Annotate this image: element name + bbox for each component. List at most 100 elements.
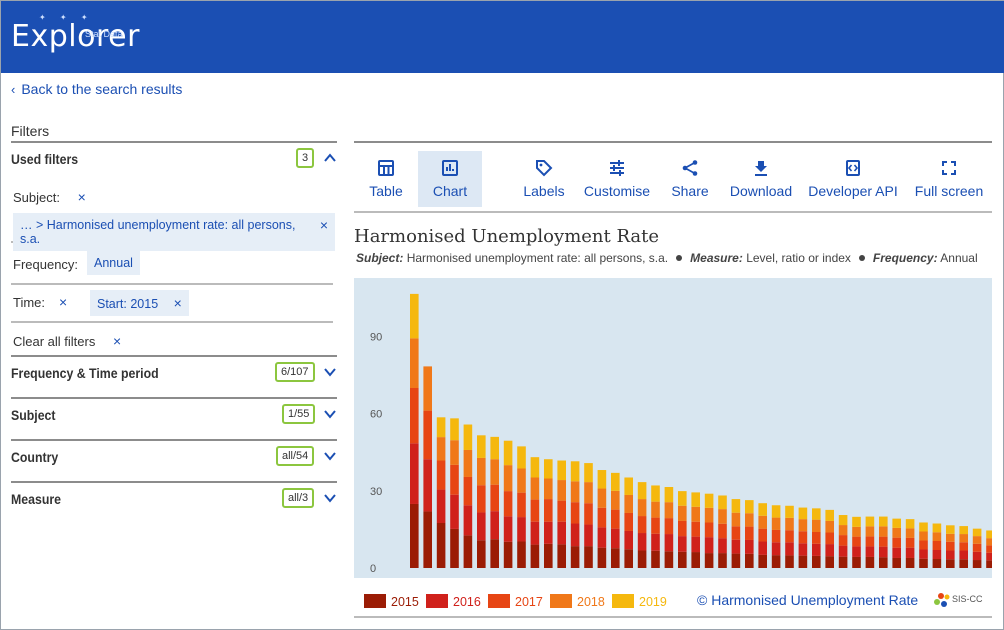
legend-item-2019[interactable]: 2019	[612, 594, 667, 609]
bar-segment-2015[interactable]	[704, 553, 714, 568]
customise-button[interactable]: Customise	[582, 151, 652, 207]
back-to-results-link[interactable]: ‹ Back to the search results	[11, 81, 182, 97]
bar-segment-2019[interactable]	[838, 515, 848, 526]
bar-segment-2016[interactable]	[771, 542, 781, 556]
bar-segment-2015[interactable]	[718, 553, 727, 568]
bar-segment-2019[interactable]	[557, 460, 566, 481]
subject-section[interactable]: Subject 1/55	[11, 397, 337, 439]
bar-segment-2017[interactable]	[557, 500, 566, 522]
bar-segment-2019[interactable]	[584, 463, 593, 483]
bar-segment-2019[interactable]	[651, 485, 660, 502]
bar-segment-2018[interactable]	[490, 459, 499, 485]
bar-segment-2016[interactable]	[651, 533, 660, 551]
bar-segment-2015[interactable]	[892, 557, 901, 568]
bar-segment-2016[interactable]	[838, 545, 848, 557]
chevron-down-icon[interactable]	[323, 491, 337, 505]
bar-segment-2015[interactable]	[771, 555, 781, 568]
bar-segment-2018[interactable]	[972, 536, 982, 544]
bar-segment-2018[interactable]	[557, 480, 566, 501]
bar-segment-2019[interactable]	[905, 519, 915, 529]
bar-segment-2016[interactable]	[731, 539, 741, 554]
bar-segment-2018[interactable]	[731, 512, 741, 527]
bar-segment-2015[interactable]	[503, 541, 513, 568]
bar-segment-2015[interactable]	[410, 503, 419, 568]
bar-segment-2016[interactable]	[758, 541, 767, 555]
chart-button[interactable]: Chart	[418, 151, 482, 207]
bar-segment-2016[interactable]	[624, 530, 633, 550]
labels-button[interactable]: Labels	[518, 151, 570, 207]
bar-segment-2018[interactable]	[463, 449, 473, 477]
chevron-up-icon[interactable]	[323, 151, 337, 165]
bar-segment-2016[interactable]	[959, 550, 968, 560]
bar-segment-2017[interactable]	[450, 464, 459, 495]
bar-segment-2018[interactable]	[691, 506, 700, 522]
bar-segment-2017[interactable]	[584, 503, 593, 525]
measure-section[interactable]: Measure all/3	[11, 481, 337, 523]
bar-segment-2019[interactable]	[463, 424, 473, 450]
bar-segment-2019[interactable]	[718, 495, 727, 510]
bar-segment-2015[interactable]	[932, 559, 942, 568]
bar-segment-2019[interactable]	[771, 505, 781, 518]
bar-segment-2017[interactable]	[758, 528, 767, 542]
bar-segment-2018[interactable]	[879, 526, 888, 537]
bar-segment-2018[interactable]	[946, 533, 955, 542]
bar-segment-2018[interactable]	[678, 505, 687, 521]
bar-segment-2017[interactable]	[678, 520, 687, 537]
bar-segment-2017[interactable]	[838, 535, 848, 546]
bar-segment-2019[interactable]	[865, 516, 875, 527]
bar-segment-2016[interactable]	[825, 544, 834, 557]
bar-segment-2015[interactable]	[423, 511, 432, 568]
bar-segment-2017[interactable]	[718, 523, 727, 539]
bar-segment-2017[interactable]	[651, 517, 660, 534]
download-button[interactable]: Download	[726, 151, 796, 207]
legend-item-2015[interactable]: 2015	[364, 594, 419, 609]
bar-segment-2018[interactable]	[570, 481, 580, 503]
explorer-logo[interactable]: ✦ ✦ ✦ Explorer Stat Data	[11, 13, 140, 54]
bar-segment-2018[interactable]	[959, 534, 968, 543]
bar-segment-2015[interactable]	[477, 540, 486, 568]
bar-segment-2016[interactable]	[718, 538, 727, 554]
bar-segment-2017[interactable]	[637, 516, 647, 534]
bar-segment-2019[interactable]	[637, 482, 647, 500]
bar-segment-2016[interactable]	[678, 536, 687, 552]
remove-time-chip-icon[interactable]: ×	[173, 295, 182, 311]
bar-segment-2016[interactable]	[436, 489, 446, 523]
bar-segment-2018[interactable]	[986, 538, 995, 546]
bar-segment-2018[interactable]	[477, 457, 486, 486]
bar-segment-2017[interactable]	[892, 537, 901, 548]
bar-segment-2016[interactable]	[490, 511, 499, 540]
bar-segment-2015[interactable]	[758, 554, 767, 568]
remove-subject-chip-icon[interactable]: ×	[319, 217, 328, 233]
time-chip[interactable]: Start: 2015 ×	[90, 290, 189, 316]
bar-segment-2019[interactable]	[798, 507, 808, 520]
bar-segment-2019[interactable]	[785, 505, 794, 518]
bar-segment-2016[interactable]	[879, 546, 888, 558]
bar-segment-2015[interactable]	[731, 553, 741, 568]
bar-segment-2015[interactable]	[972, 560, 982, 568]
bar-segment-2016[interactable]	[557, 521, 566, 545]
bar-segment-2018[interactable]	[651, 501, 660, 518]
bar-segment-2016[interactable]	[570, 523, 580, 547]
bar-segment-2018[interactable]	[664, 502, 674, 519]
bar-segment-2016[interactable]	[530, 521, 540, 545]
bar-segment-2019[interactable]	[517, 446, 526, 469]
bar-segment-2019[interactable]	[410, 293, 419, 339]
bar-segment-2018[interactable]	[410, 338, 419, 388]
bar-segment-2017[interactable]	[436, 460, 446, 490]
bar-segment-2015[interactable]	[678, 551, 687, 568]
bar-segment-2018[interactable]	[704, 507, 714, 523]
bar-segment-2016[interactable]	[785, 542, 794, 556]
bar-segment-2018[interactable]	[517, 468, 526, 493]
legend-item-2018[interactable]: 2018	[550, 594, 605, 609]
bar-segment-2016[interactable]	[463, 505, 473, 536]
bar-segment-2017[interactable]	[611, 509, 620, 529]
bar-segment-2016[interactable]	[946, 550, 955, 560]
bar-segment-2015[interactable]	[436, 523, 446, 568]
bar-segment-2019[interactable]	[852, 516, 861, 527]
bar-segment-2017[interactable]	[570, 502, 580, 524]
bar-segment-2015[interactable]	[745, 553, 754, 568]
bar-segment-2019[interactable]	[879, 516, 888, 527]
bar-segment-2016[interactable]	[852, 546, 861, 557]
bar-segment-2015[interactable]	[798, 555, 808, 568]
bar-segment-2019[interactable]	[825, 509, 834, 521]
